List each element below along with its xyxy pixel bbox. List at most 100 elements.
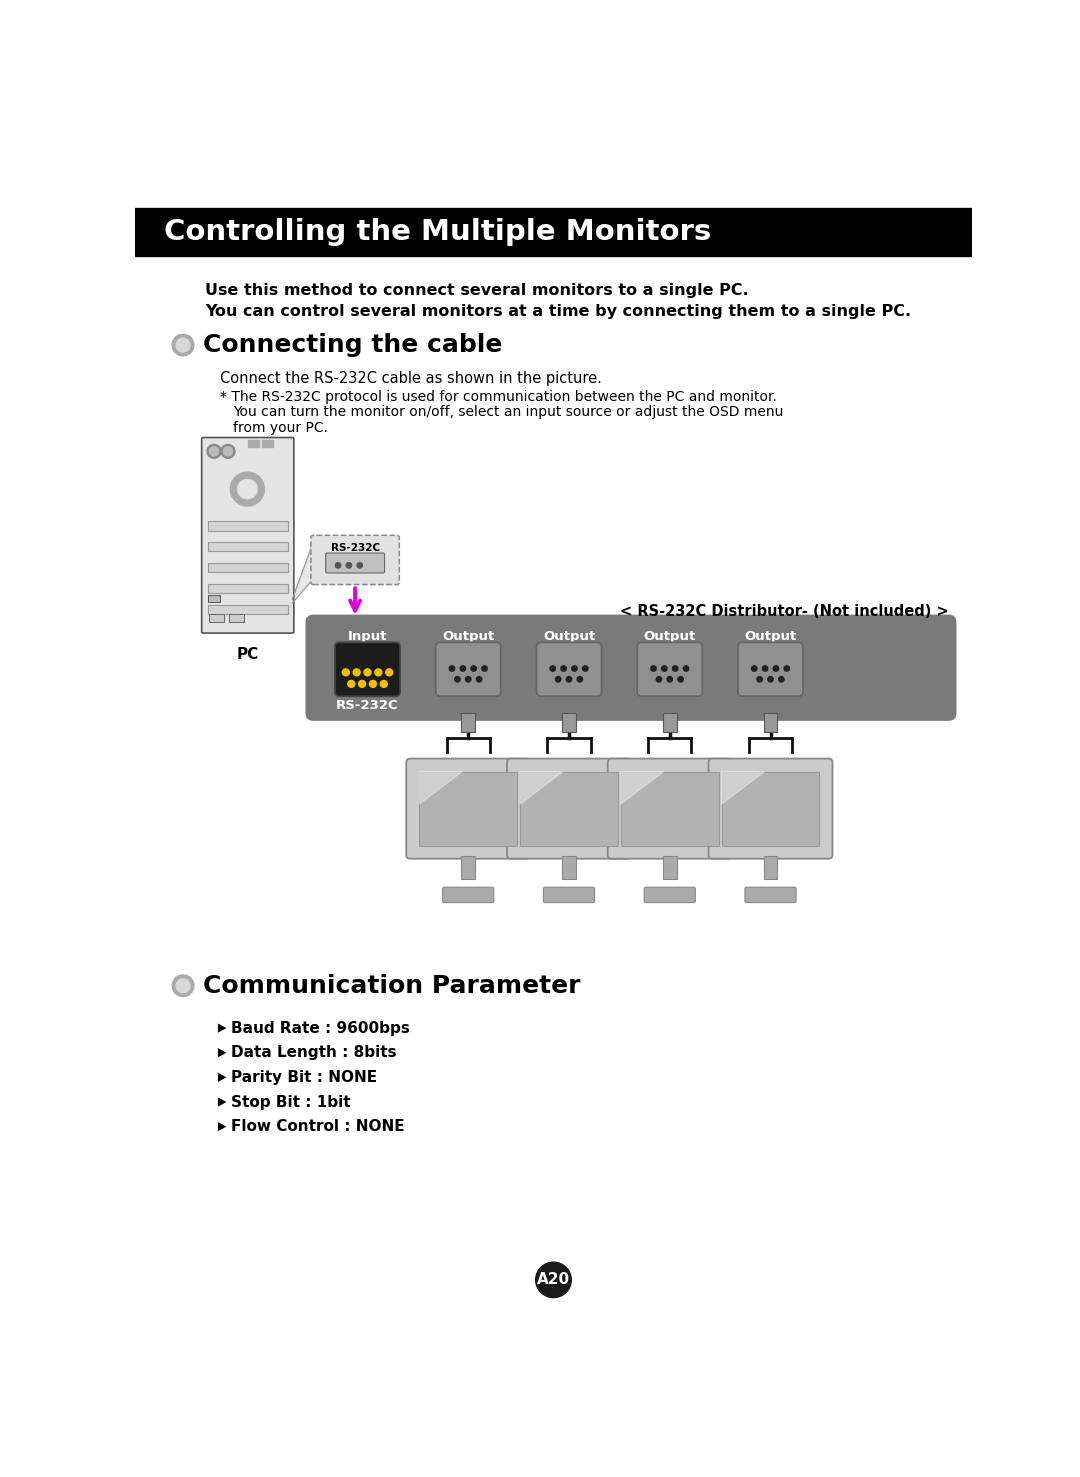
Circle shape [375,669,382,676]
Bar [621,771,718,846]
Circle shape [651,666,657,671]
Circle shape [678,676,684,682]
Circle shape [536,1263,571,1298]
FancyBboxPatch shape [443,888,494,902]
Bar [419,771,517,846]
Circle shape [172,334,194,356]
Bar [207,604,287,614]
Bar [207,595,220,603]
Circle shape [207,445,221,458]
Text: Connecting the cable: Connecting the cable [203,334,502,357]
Text: Flow Control : NONE: Flow Control : NONE [231,1120,405,1134]
Text: Baud Rate : 9600bps: Baud Rate : 9600bps [231,1021,410,1035]
Text: You can turn the monitor on/off, select an input source or adjust the OSD menu: You can turn the monitor on/off, select … [232,405,783,419]
Circle shape [380,681,388,687]
FancyBboxPatch shape [406,759,530,858]
Circle shape [657,676,662,682]
Circle shape [561,666,566,671]
FancyBboxPatch shape [543,888,595,902]
FancyBboxPatch shape [326,552,384,573]
Circle shape [673,666,678,671]
Circle shape [566,676,571,682]
Polygon shape [218,1097,227,1106]
Text: Connect the RS-232C cable as shown in the picture.: Connect the RS-232C cable as shown in th… [220,371,603,387]
Text: PC: PC [237,647,258,662]
Circle shape [449,666,455,671]
Circle shape [364,669,372,676]
Circle shape [667,676,673,682]
Text: Output: Output [744,629,797,642]
Circle shape [752,666,757,671]
Bar [663,713,677,731]
Text: Output: Output [442,629,495,642]
FancyBboxPatch shape [745,888,796,902]
Text: You can control several monitors at a time by connecting them to a single PC.: You can control several monitors at a ti… [205,304,910,319]
Bar [135,208,972,256]
Polygon shape [419,771,462,803]
Circle shape [369,681,377,687]
Bar [562,713,576,731]
Circle shape [221,445,235,458]
Bar [207,521,287,530]
Circle shape [224,446,232,456]
Bar [461,713,475,731]
Bar [663,857,677,879]
Circle shape [172,975,194,997]
Circle shape [335,563,341,569]
FancyBboxPatch shape [608,759,732,858]
Text: Controlling the Multiple Monitors: Controlling the Multiple Monitors [164,219,712,245]
Polygon shape [218,1049,227,1058]
Bar [461,857,475,879]
Circle shape [353,669,360,676]
Text: RS-232C: RS-232C [330,542,380,552]
Circle shape [784,666,789,671]
Text: Use this method to connect several monitors to a single PC.: Use this method to connect several monit… [205,284,748,298]
Circle shape [768,676,773,682]
Text: A20: A20 [537,1272,570,1288]
Polygon shape [293,542,313,600]
Circle shape [455,676,460,682]
Circle shape [684,666,689,671]
Circle shape [176,979,190,993]
Bar [764,713,778,731]
FancyBboxPatch shape [708,759,833,858]
Text: from your PC.: from your PC. [232,421,327,434]
Circle shape [465,676,471,682]
Polygon shape [218,1123,227,1131]
Polygon shape [218,1024,227,1032]
Polygon shape [218,1072,227,1083]
Text: Output: Output [543,629,595,642]
Bar [207,583,287,594]
Polygon shape [621,771,663,803]
Circle shape [238,479,257,499]
FancyBboxPatch shape [306,614,957,721]
Bar [229,614,244,622]
Bar [207,542,287,551]
FancyBboxPatch shape [335,642,400,696]
Circle shape [482,666,487,671]
Circle shape [348,681,354,687]
Circle shape [550,666,555,671]
Circle shape [582,666,588,671]
FancyBboxPatch shape [202,437,294,634]
Circle shape [476,676,482,682]
Circle shape [342,669,349,676]
Bar [562,857,576,879]
Circle shape [555,676,561,682]
FancyBboxPatch shape [435,642,501,696]
Circle shape [357,563,363,569]
Circle shape [757,676,762,682]
Circle shape [779,676,784,682]
Circle shape [571,666,577,671]
Circle shape [460,666,465,671]
FancyBboxPatch shape [644,888,696,902]
Text: Input: Input [348,629,388,642]
Bar [262,440,273,446]
Circle shape [762,666,768,671]
Circle shape [662,666,667,671]
FancyBboxPatch shape [311,535,400,585]
Text: Stop Bit : 1bit: Stop Bit : 1bit [231,1094,351,1109]
Polygon shape [521,771,563,803]
Text: Output: Output [644,629,696,642]
Circle shape [471,666,476,671]
